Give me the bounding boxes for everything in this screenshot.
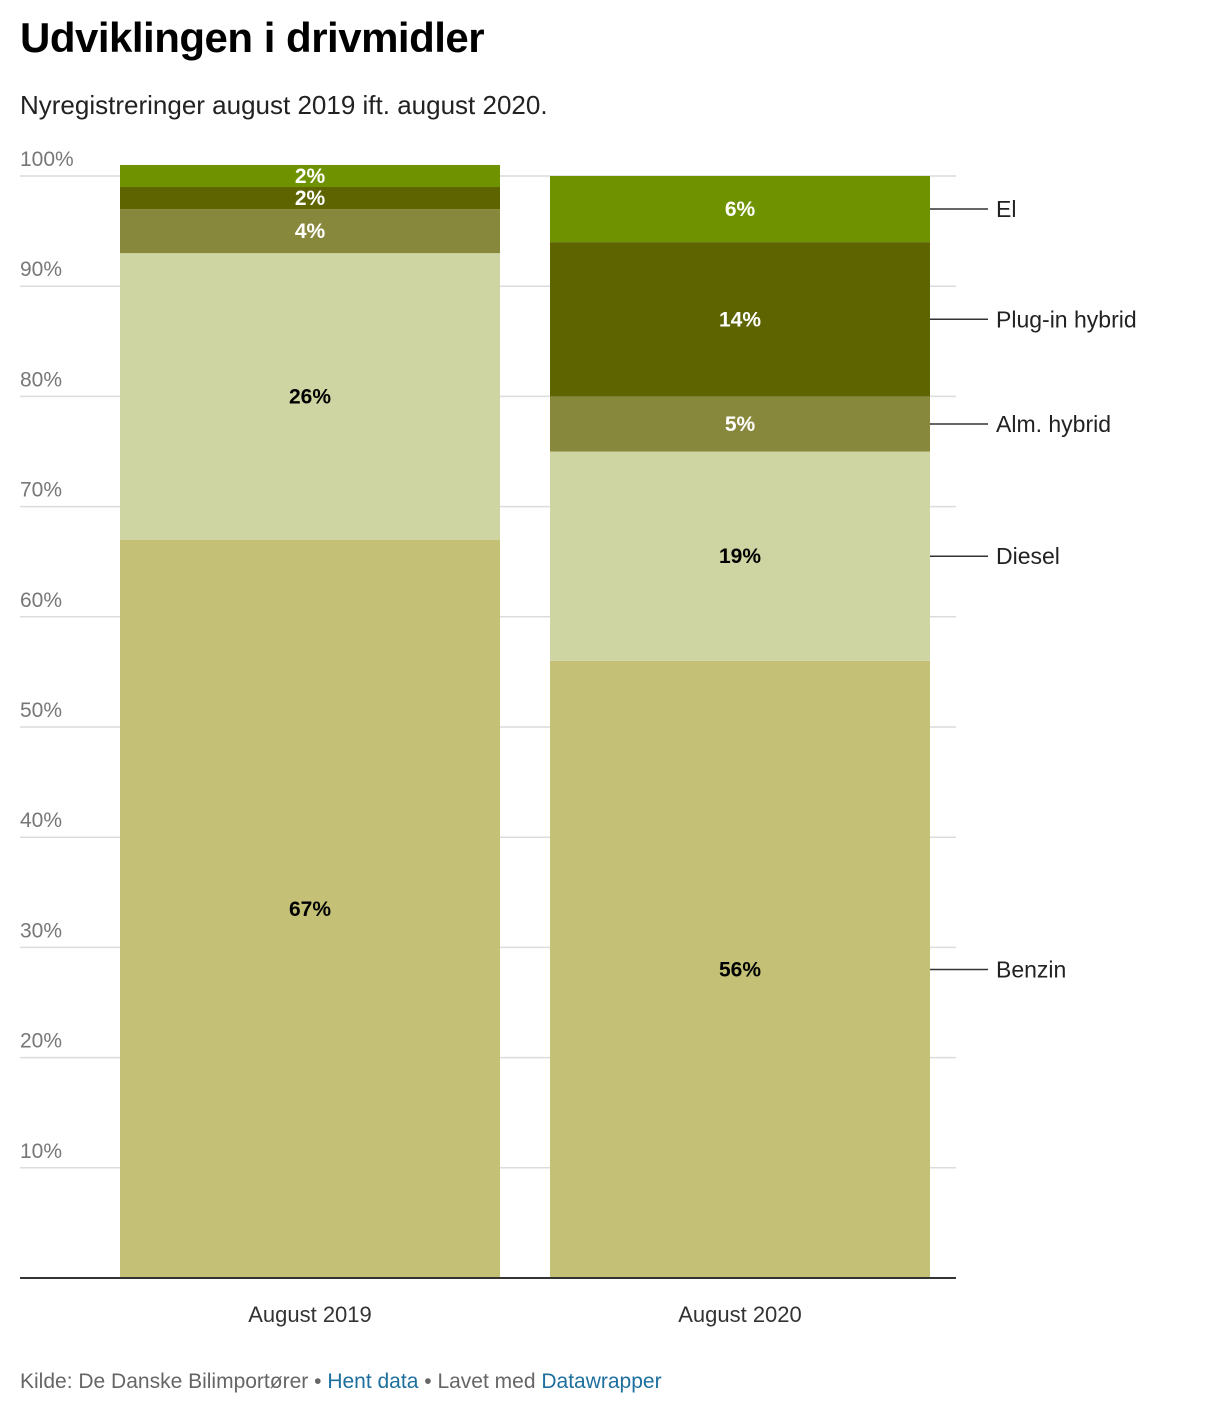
bar-value-label: 56%: [719, 958, 761, 981]
bar-segment: [120, 209, 500, 254]
y-tick-label: 10%: [20, 1140, 62, 1163]
y-tick-label: 30%: [20, 919, 62, 942]
bar-value-label: 5%: [725, 413, 756, 436]
bar-segment: [550, 176, 930, 243]
legend-label: Diesel: [996, 543, 1060, 569]
legend-label: El: [996, 196, 1016, 222]
get-data-link[interactable]: Hent data: [327, 1370, 419, 1393]
bar-value-label: 26%: [289, 385, 331, 408]
bar-value-label: 14%: [719, 308, 761, 331]
footer-separator: •: [424, 1370, 432, 1393]
bar-segment: [550, 660, 930, 1278]
bar-segment: [550, 242, 930, 397]
bar-segment: [120, 164, 500, 188]
legend-label: Benzin: [996, 956, 1066, 982]
y-tick-label: 70%: [20, 479, 62, 502]
y-tick-label: 40%: [20, 809, 62, 832]
legend-label: Alm. hybrid: [996, 411, 1111, 437]
bar-segment: [550, 396, 930, 452]
x-axis: August 2019 August 2020: [20, 1277, 956, 1327]
bar-value-label: 4%: [295, 220, 326, 243]
y-tick-label: 80%: [20, 368, 62, 391]
bar-value-label: 67%: [289, 898, 331, 921]
datawrapper-link[interactable]: Datawrapper: [541, 1370, 662, 1393]
made-with-text: Lavet med: [437, 1370, 536, 1393]
y-tick-label: 90%: [20, 258, 62, 281]
stacked-bar-chart: 10% 20% 30% 40% 50% 60% 70% 80% 90% 100% 67% 26% 4%…: [20, 148, 1137, 1327]
bar-segment: [120, 187, 500, 210]
chart-subtitle: Nyregistreringer august 2019 ift. august…: [20, 90, 548, 120]
bar-value-label: 6%: [725, 198, 756, 221]
chart-footer: Kilde: De Danske Bilimportører • Hent da…: [20, 1370, 662, 1394]
source-text: Kilde: De Danske Bilimportører: [20, 1370, 309, 1393]
chart-title: Udviklingen i drivmidler: [20, 14, 485, 61]
bar-segment: [120, 539, 500, 1278]
bars: [120, 164, 930, 1278]
footer-separator: •: [314, 1370, 322, 1393]
legend: Benzin Diesel Alm. hybrid Plug-in hybrid El: [930, 196, 1137, 982]
x-tick-label: August 2019: [248, 1302, 372, 1327]
bar-segment: [120, 253, 500, 540]
y-tick-label: 100%: [20, 148, 74, 171]
x-tick-label: August 2020: [678, 1302, 802, 1327]
bar-value-label: 2%: [295, 165, 326, 188]
bar-segment: [550, 451, 930, 661]
bar-value-label: 2%: [295, 187, 326, 210]
legend-label: Plug-in hybrid: [996, 306, 1137, 332]
y-tick-label: 50%: [20, 699, 62, 722]
bar-value-labels: 67% 26% 4% 2%2% 56% 19% 5% 14% 6%: [289, 165, 761, 981]
bar-value-label: 19%: [719, 545, 761, 568]
y-tick-label: 20%: [20, 1030, 62, 1053]
y-tick-label: 60%: [20, 589, 62, 612]
